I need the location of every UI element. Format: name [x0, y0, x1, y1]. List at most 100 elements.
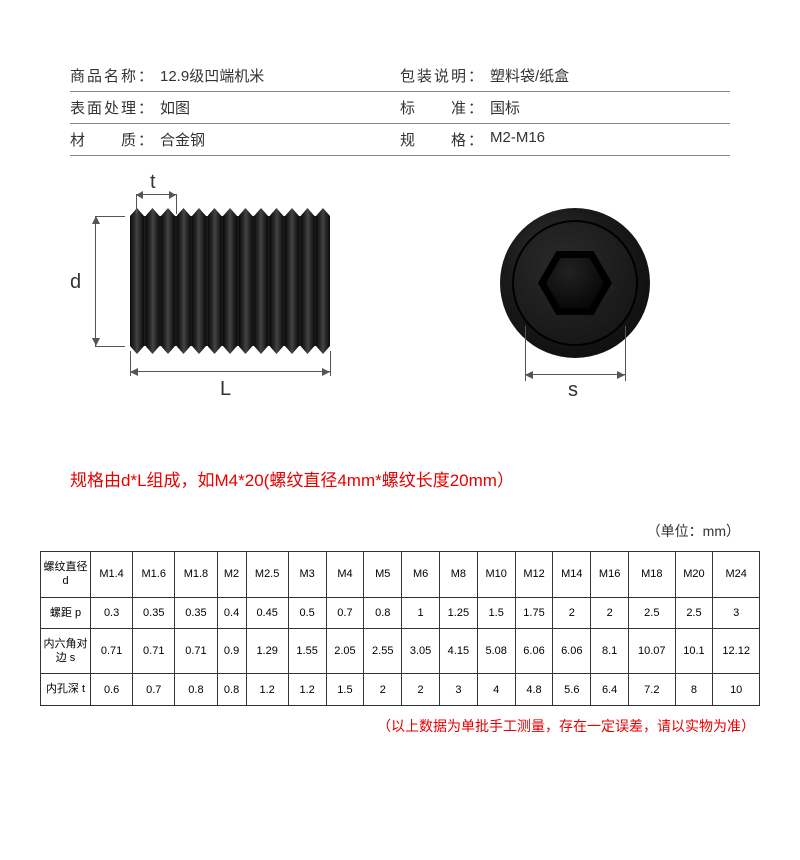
table-cell: 0.45 — [246, 597, 288, 628]
table-cell: 5.08 — [477, 628, 515, 674]
table-header: 螺纹直径d — [41, 552, 91, 598]
dimension-data-table: 螺纹直径dM1.4M1.6M1.8M2M2.5M3M4M5M6M8M10M12M… — [40, 551, 760, 706]
table-cell: 5.6 — [553, 674, 591, 705]
table-cell: 10.1 — [675, 628, 713, 674]
table-header: M16 — [591, 552, 629, 598]
table-header: M2 — [217, 552, 246, 598]
dim-label-t: t — [150, 171, 156, 194]
spec-value: 合金钢 — [160, 129, 205, 150]
spec-value: M2-M16 — [490, 129, 545, 150]
table-cell: 4.15 — [439, 628, 477, 674]
table-header: M18 — [629, 552, 676, 598]
spec-label: 标 准： — [400, 97, 490, 118]
table-cell: 2 — [402, 674, 440, 705]
table-cell: 1.75 — [515, 597, 553, 628]
dimension-s — [525, 374, 625, 375]
table-cell: 0.7 — [133, 674, 175, 705]
row-header: 螺距 p — [41, 597, 91, 628]
table-header: M3 — [288, 552, 326, 598]
measurement-disclaimer: （以上数据为单批手工测量，存在一定误差，请以实物为准） — [0, 716, 755, 736]
table-cell: 0.6 — [91, 674, 133, 705]
table-cell: 0.71 — [175, 628, 217, 674]
spec-row: 材 质：合金钢 规 格：M2-M16 — [70, 124, 730, 156]
table-cell: 0.8 — [175, 674, 217, 705]
table-cell: 0.4 — [217, 597, 246, 628]
table-cell: 0.9 — [217, 628, 246, 674]
table-cell: 4 — [477, 674, 515, 705]
table-header: M4 — [326, 552, 364, 598]
table-cell: 1.55 — [288, 628, 326, 674]
table-cell: 1.5 — [326, 674, 364, 705]
row-header: 内六角对边 s — [41, 628, 91, 674]
table-cell: 2 — [364, 674, 402, 705]
table-row: 螺距 p0.30.350.350.40.450.50.70.811.251.51… — [41, 597, 760, 628]
table-cell: 2.05 — [326, 628, 364, 674]
table-cell: 0.71 — [91, 628, 133, 674]
spec-value: 如图 — [160, 97, 190, 118]
spec-label: 表面处理： — [70, 97, 160, 118]
table-cell: 2 — [591, 597, 629, 628]
table-cell: 12.12 — [713, 628, 760, 674]
spec-value: 塑料袋/纸盒 — [490, 65, 569, 86]
diagram-area: d L t s — [70, 196, 730, 446]
table-cell: 6.06 — [553, 628, 591, 674]
spec-value: 国标 — [490, 97, 520, 118]
table-row: 内孔深 t0.60.70.80.81.21.21.522344.85.66.47… — [41, 674, 760, 705]
table-header: M10 — [477, 552, 515, 598]
table-cell: 2 — [553, 597, 591, 628]
table-cell: 6.4 — [591, 674, 629, 705]
table-cell: 0.71 — [133, 628, 175, 674]
dim-label-d: d — [70, 271, 81, 294]
spec-row: 表面处理：如图 标 准：国标 — [70, 92, 730, 124]
table-header: M2.5 — [246, 552, 288, 598]
table-cell: 1.5 — [477, 597, 515, 628]
table-cell: 6.06 — [515, 628, 553, 674]
table-cell: 0.8 — [364, 597, 402, 628]
table-header: M1.4 — [91, 552, 133, 598]
table-header: M24 — [713, 552, 760, 598]
table-cell: 7.2 — [629, 674, 676, 705]
table-cell: 8.1 — [591, 628, 629, 674]
dimension-d — [95, 216, 96, 346]
screw-end-view — [500, 208, 650, 358]
spec-value: 12.9级凹端机米 — [160, 65, 264, 86]
row-header: 内孔深 t — [41, 674, 91, 705]
table-header: M6 — [402, 552, 440, 598]
table-cell: 0.3 — [91, 597, 133, 628]
product-spec-table: 商品名称：12.9级凹端机米 包装说明：塑料袋/纸盒 表面处理：如图 标 准：国… — [70, 60, 730, 156]
table-header: M5 — [364, 552, 402, 598]
spec-label: 材 质： — [70, 129, 160, 150]
table-header: M1.6 — [133, 552, 175, 598]
spec-row: 商品名称：12.9级凹端机米 包装说明：塑料袋/纸盒 — [70, 60, 730, 92]
table-cell: 3 — [713, 597, 760, 628]
table-cell: 0.5 — [288, 597, 326, 628]
table-cell: 0.35 — [175, 597, 217, 628]
spec-format-note: 规格由d*L组成，如M4*20(螺纹直径4mm*螺纹长度20mm） — [70, 466, 730, 491]
table-cell: 1 — [402, 597, 440, 628]
table-cell: 2.55 — [364, 628, 402, 674]
table-cell: 0.8 — [217, 674, 246, 705]
table-cell: 2.5 — [675, 597, 713, 628]
dim-label-s: s — [568, 379, 578, 402]
table-cell: 1.2 — [288, 674, 326, 705]
dim-label-L: L — [220, 378, 231, 401]
table-cell: 0.7 — [326, 597, 364, 628]
table-cell: 8 — [675, 674, 713, 705]
unit-note: （单位：mm） — [0, 521, 740, 541]
table-row: 内六角对边 s0.710.710.710.91.291.552.052.553.… — [41, 628, 760, 674]
screw-side-view — [130, 216, 330, 346]
table-cell: 10 — [713, 674, 760, 705]
table-cell: 3.05 — [402, 628, 440, 674]
table-cell: 4.8 — [515, 674, 553, 705]
table-cell: 2.5 — [629, 597, 676, 628]
table-cell: 1.2 — [246, 674, 288, 705]
table-cell: 10.07 — [629, 628, 676, 674]
table-header: M20 — [675, 552, 713, 598]
dimension-L — [130, 371, 330, 372]
table-cell: 1.25 — [439, 597, 477, 628]
table-header: M8 — [439, 552, 477, 598]
table-cell: 3 — [439, 674, 477, 705]
dimension-t — [136, 194, 176, 195]
table-cell: 0.35 — [133, 597, 175, 628]
spec-label: 商品名称： — [70, 65, 160, 86]
